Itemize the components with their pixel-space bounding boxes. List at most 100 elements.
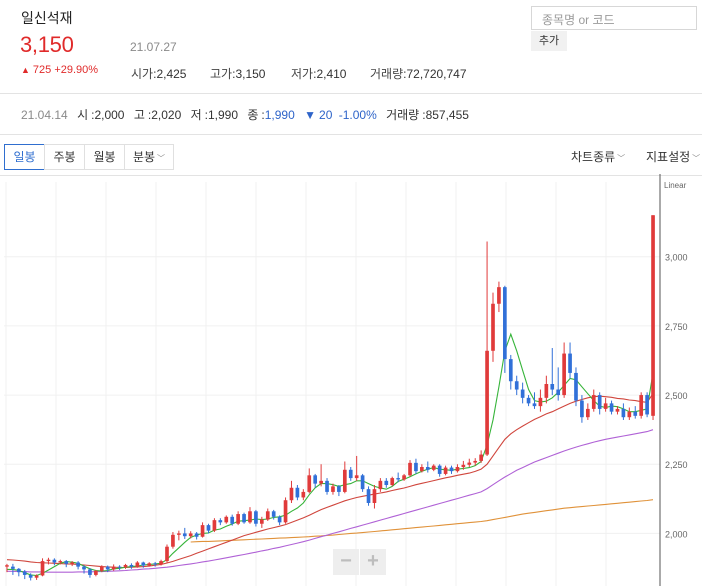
tab-minute[interactable]: 분봉 ﹀ [124,144,174,170]
candle-up [443,467,448,474]
day-high: 고:2,020 [133,108,182,122]
candle-down [277,516,282,523]
candle-up [58,561,63,563]
stat-volume: 거래량:72,720,747 [370,67,467,81]
candle-down [384,480,389,485]
candle-up [224,516,229,523]
candle-down [597,395,602,409]
zoom-in-button[interactable]: + [360,549,386,575]
candle-down [414,462,418,472]
stock-name: 일신석재 [21,10,73,26]
candle-up [378,480,383,490]
candle-up [46,559,51,562]
y-tick-label: 3,000 [665,253,688,263]
chevron-down-icon: ﹀ [692,154,701,163]
candlestick-chart[interactable]: 2,000 2,250 2,500 2,750 3,000 Linear [0,174,702,586]
candle-down [337,486,341,492]
candle-up [479,454,483,461]
stock-search-input[interactable]: 종목명 or 코드 [531,6,697,30]
candle-up [319,480,323,484]
candle-down [532,403,537,407]
candle-up [5,565,9,567]
candle-down [182,533,187,537]
stat-high: 고가:3,150 [210,67,266,81]
stat-open: 시가:2,425 [131,67,187,81]
candle-up [283,500,288,523]
candle-up [491,303,495,351]
candle-up [212,520,217,531]
day-open: 시:2,000 [77,108,125,122]
candle-down [348,469,353,479]
candle-down [449,467,454,472]
divider [0,134,702,135]
candle-down [580,400,584,418]
stock-header: 일신석재 3,150 21.07.27 ▲ 725 +29.90% 시가:2,42… [0,0,702,96]
candle-down [645,395,649,415]
candle-down [271,511,276,517]
candle-up [538,397,543,407]
candle-down [82,566,86,570]
candle-down [117,566,122,568]
candle-down [556,389,561,396]
candle-up [562,353,566,396]
ma60-line [7,429,654,573]
candle-up [420,467,424,472]
candle-up [431,465,436,470]
candle-down [621,408,626,418]
candle-down [425,467,430,470]
candle-down [254,511,258,524]
change-percent: +29.90% [54,64,99,76]
stat-low: 저가:2,410 [291,67,347,81]
candle-up [591,395,596,409]
hover-day-info: 21.04.14 시:2,000 고:2,020 저:1,990 종:1,990… [21,106,475,123]
candle-up [301,491,306,498]
tab-weekly[interactable]: 주봉 [44,144,85,170]
add-button[interactable]: 추가 [531,31,567,51]
candle-up [236,514,240,524]
candle-down [22,571,27,575]
candle-up [342,469,347,492]
candle-down [88,569,92,575]
candle-up [40,561,45,576]
day-date: 21.04.14 [21,108,68,122]
candle-up [159,561,163,565]
candle-down [16,568,21,573]
candle-down [153,563,157,565]
candle-up [259,519,264,524]
candle-up [99,566,104,571]
candle-down [574,372,578,401]
candle-up [603,403,608,409]
tab-daily[interactable]: 일봉 [4,144,45,170]
indicator-settings-dropdown[interactable]: 지표설정 ﹀ [646,150,701,164]
candle-up [455,467,460,472]
quote-date: 21.07.27 [130,40,177,54]
candle-up [200,525,205,537]
zoom-out-button[interactable]: − [333,549,359,575]
y-tick-label: 2,500 [665,391,688,401]
candle-down [366,489,371,503]
chart-type-dropdown[interactable]: 차트종류 ﹀ [571,150,626,164]
chart-canvas[interactable]: 2,000 2,250 2,500 2,750 3,000 Linear [0,174,702,586]
y-tick-label: 2,000 [665,529,688,539]
candle-down [550,384,555,390]
tab-monthly[interactable]: 월봉 [84,144,125,170]
candle-up [485,350,489,455]
candle-down [295,487,300,498]
candle-down [526,397,531,404]
candle-up [177,533,181,535]
candle-down [568,353,572,373]
candle-up [331,486,335,492]
candle-down [230,516,235,524]
day-close: 종:1,990 [247,108,295,122]
chart-toolbar: 일봉 주봉 월봉 분봉 ﹀ 차트종류 ﹀ 지표설정 ﹀ [0,140,702,174]
candle-down [508,359,513,382]
candle-up [289,487,294,501]
candle-up [461,464,466,468]
candle-down [503,287,507,360]
candle-up [473,460,478,463]
candle-up [639,395,644,416]
candle-up [390,478,395,485]
divider [0,175,702,176]
y-tick-label: 2,250 [665,460,688,470]
candle-up [165,546,169,562]
